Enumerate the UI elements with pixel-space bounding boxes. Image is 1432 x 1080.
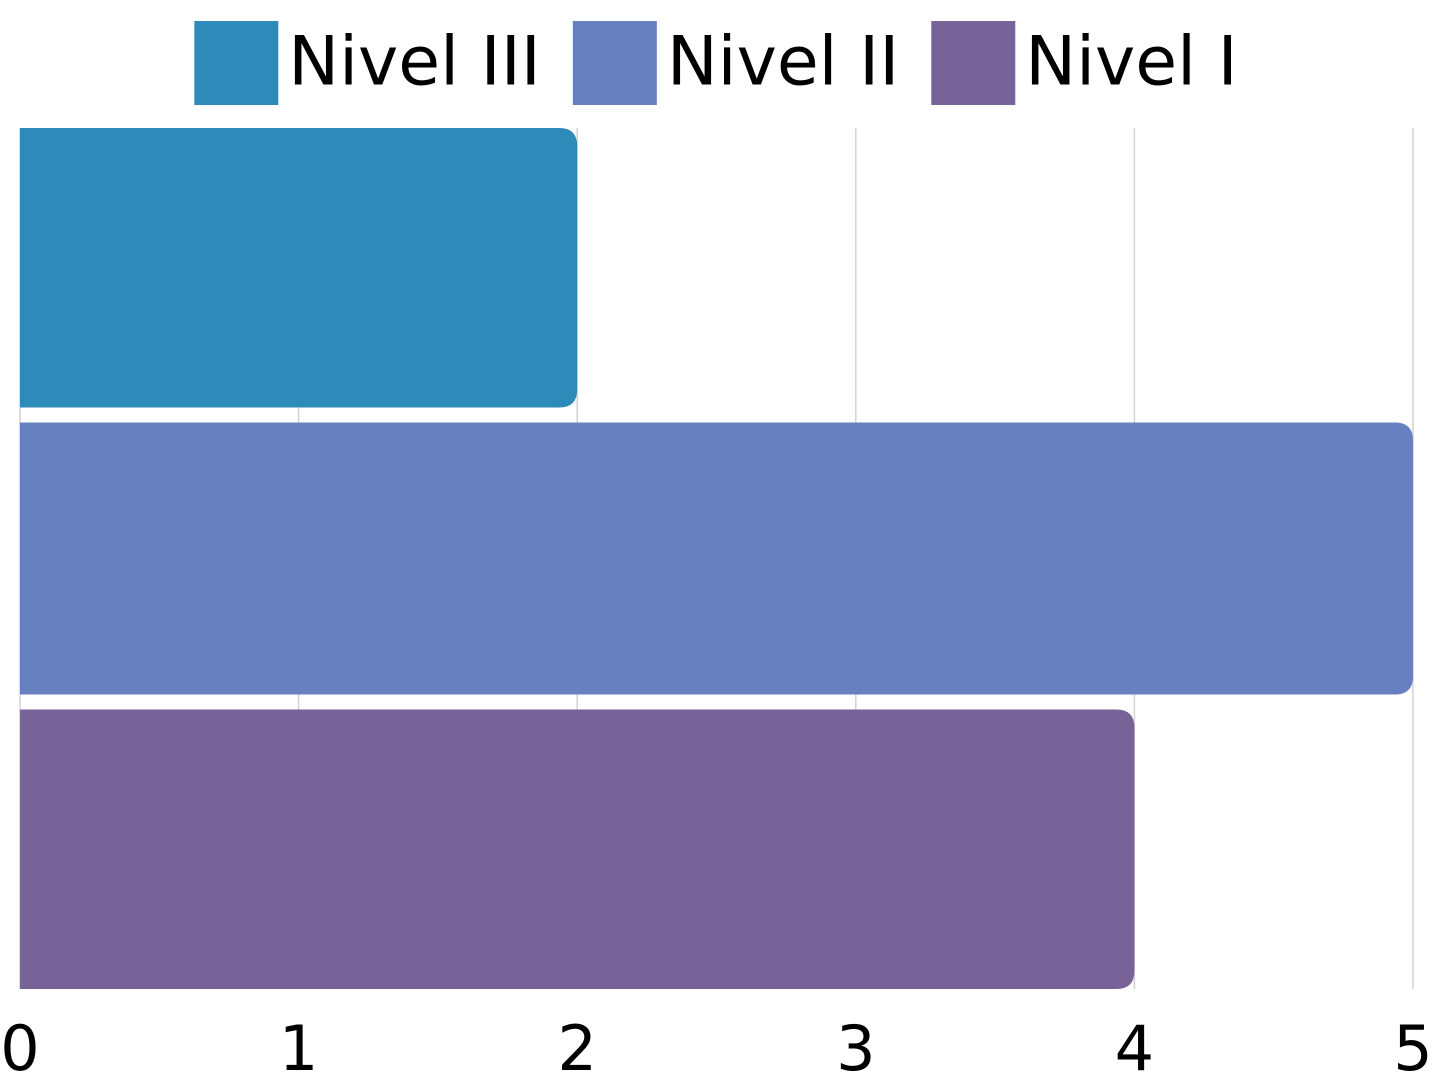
x-tick-label: 0 [0,1012,39,1080]
x-tick-label: 4 [1115,1012,1154,1080]
legend-swatch [194,21,279,105]
legend-swatch [931,21,1016,105]
x-tick-label: 5 [1393,1012,1432,1080]
x-tick-label: 1 [279,1012,318,1080]
legend-label: Nivel I [1025,23,1237,102]
legend-label: Nivel II [667,23,899,102]
x-tick-label: 3 [836,1012,875,1080]
legend-swatch [572,21,657,105]
legend-label: Nivel III [288,23,541,102]
bar [20,128,578,408]
bar [20,709,1135,989]
bar [20,422,1413,695]
x-tick-label: 2 [557,1012,596,1080]
